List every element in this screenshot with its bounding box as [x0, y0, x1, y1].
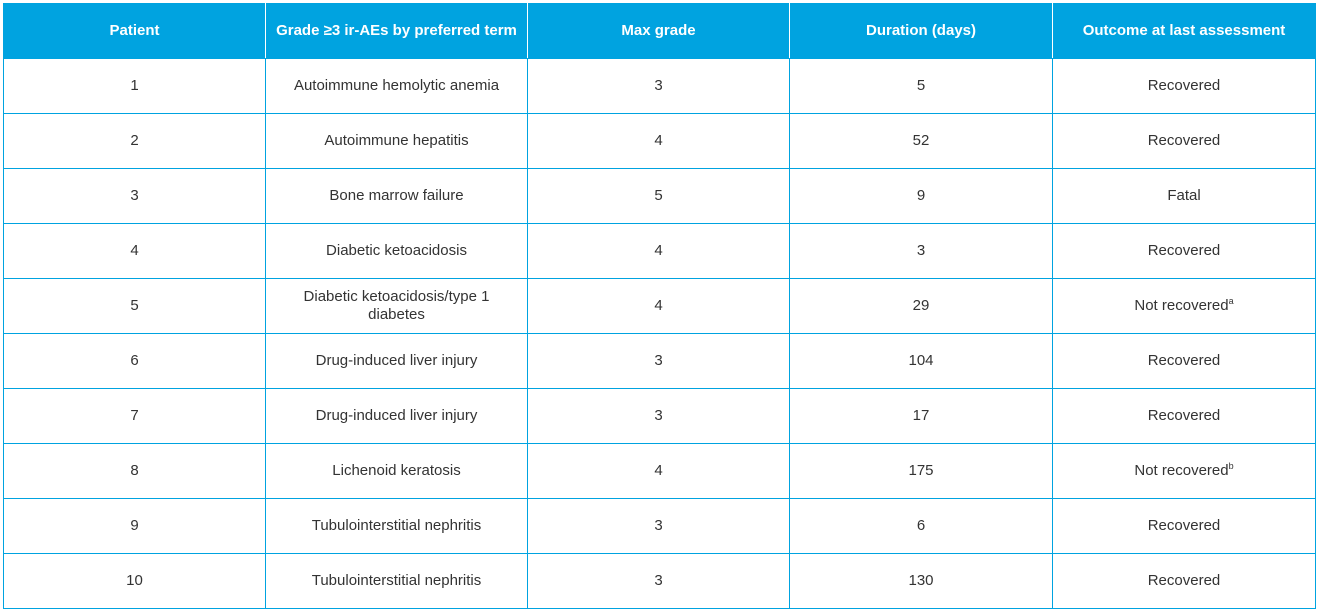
- table-row: 5 Diabetic ketoacidosis/type 1 diabetes 4 2…: [3, 278, 1316, 334]
- cell-patient: 9: [3, 498, 266, 554]
- cell-patient: 2: [3, 113, 266, 169]
- cell-outcome: Recovered: [1052, 58, 1316, 114]
- cell-outcome: Recovered: [1052, 498, 1316, 554]
- footnote-marker: b: [1228, 461, 1234, 471]
- cell-max-grade: 4: [527, 443, 790, 499]
- cell-duration: 104: [789, 333, 1053, 389]
- table-row: 1 Autoimmune hemolytic anemia 3 5 Recovered: [3, 58, 1316, 114]
- cell-max-grade: 4: [527, 223, 790, 279]
- cell-preferred-term: Diabetic ketoacidosis: [265, 223, 528, 279]
- cell-outcome: Recovered: [1052, 113, 1316, 169]
- cell-outcome: Recovered: [1052, 388, 1316, 444]
- cell-max-grade: 3: [527, 388, 790, 444]
- header-max-grade: Max grade: [527, 3, 790, 59]
- adverse-events-table-container: Patient Grade ≥3 ir-AEs by preferred ter…: [3, 3, 1316, 609]
- table-row: 7 Drug-induced liver injury 3 17 Recovered: [3, 388, 1316, 444]
- table-row: 9 Tubulointerstitial nephritis 3 6 Recovered: [3, 498, 1316, 554]
- adverse-events-table: Patient Grade ≥3 ir-AEs by preferred ter…: [3, 3, 1316, 609]
- cell-duration: 175: [789, 443, 1053, 499]
- cell-duration: 130: [789, 553, 1053, 609]
- outcome-text: Not recovered: [1134, 462, 1229, 479]
- cell-patient: 5: [3, 278, 266, 334]
- cell-outcome: Recovered: [1052, 553, 1316, 609]
- outcome-text: Not recovered: [1134, 297, 1229, 314]
- cell-duration: 6: [789, 498, 1053, 554]
- cell-preferred-term: Bone marrow failure: [265, 168, 528, 224]
- outcome-text: Recovered: [1147, 352, 1221, 369]
- cell-patient: 4: [3, 223, 266, 279]
- cell-duration: 9: [789, 168, 1053, 224]
- cell-patient: 1: [3, 58, 266, 114]
- cell-outcome: Not recoveredb: [1052, 443, 1316, 499]
- cell-outcome: Recovered: [1052, 333, 1316, 389]
- cell-preferred-term: Drug-induced liver injury: [265, 388, 528, 444]
- outcome-text: Recovered: [1147, 572, 1221, 589]
- outcome-text: Recovered: [1147, 132, 1221, 149]
- cell-outcome: Not recovereda: [1052, 278, 1316, 334]
- cell-preferred-term: Tubulointerstitial nephritis: [265, 498, 528, 554]
- outcome-text: Recovered: [1147, 517, 1221, 534]
- cell-patient: 10: [3, 553, 266, 609]
- outcome-text: Fatal: [1167, 187, 1201, 204]
- cell-preferred-term: Autoimmune hemolytic anemia: [265, 58, 528, 114]
- table-row: 3 Bone marrow failure 5 9 Fatal: [3, 168, 1316, 224]
- header-patient: Patient: [3, 3, 266, 59]
- outcome-text: Recovered: [1147, 242, 1221, 259]
- cell-max-grade: 3: [527, 333, 790, 389]
- cell-max-grade: 4: [527, 278, 790, 334]
- cell-patient: 7: [3, 388, 266, 444]
- cell-outcome: Fatal: [1052, 168, 1316, 224]
- cell-patient: 6: [3, 333, 266, 389]
- cell-duration: 3: [789, 223, 1053, 279]
- cell-max-grade: 3: [527, 58, 790, 114]
- table-row: 6 Drug-induced liver injury 3 104 Recovered: [3, 333, 1316, 389]
- footnote-marker: a: [1228, 296, 1234, 306]
- outcome-text: Recovered: [1147, 77, 1221, 94]
- cell-outcome: Recovered: [1052, 223, 1316, 279]
- table-row: 10 Tubulointerstitial nephritis 3 130 Recove…: [3, 553, 1316, 609]
- cell-duration: 52: [789, 113, 1053, 169]
- cell-duration: 17: [789, 388, 1053, 444]
- cell-preferred-term: Diabetic ketoacidosis/type 1 diabetes: [265, 278, 528, 334]
- header-row: Patient Grade ≥3 ir-AEs by preferred ter…: [3, 3, 1316, 59]
- cell-preferred-term: Autoimmune hepatitis: [265, 113, 528, 169]
- table-row: 8 Lichenoid keratosis 4 175 Not recoveredb: [3, 443, 1316, 499]
- cell-duration: 5: [789, 58, 1053, 114]
- cell-max-grade: 3: [527, 498, 790, 554]
- table-row: 4 Diabetic ketoacidosis 4 3 Recovered: [3, 223, 1316, 279]
- header-preferred-term: Grade ≥3 ir-AEs by preferred term: [265, 3, 528, 59]
- cell-patient: 8: [3, 443, 266, 499]
- table-row: 2 Autoimmune hepatitis 4 52 Recovered: [3, 113, 1316, 169]
- table-header: Patient Grade ≥3 ir-AEs by preferred ter…: [3, 3, 1316, 59]
- cell-preferred-term: Tubulointerstitial nephritis: [265, 553, 528, 609]
- header-outcome: Outcome at last assessment: [1052, 3, 1316, 59]
- cell-duration: 29: [789, 278, 1053, 334]
- cell-max-grade: 5: [527, 168, 790, 224]
- cell-preferred-term: Drug-induced liver injury: [265, 333, 528, 389]
- cell-patient: 3: [3, 168, 266, 224]
- cell-preferred-term: Lichenoid keratosis: [265, 443, 528, 499]
- cell-max-grade: 4: [527, 113, 790, 169]
- table-body: 1 Autoimmune hemolytic anemia 3 5 Recovered 2…: [3, 58, 1316, 609]
- header-duration: Duration (days): [789, 3, 1053, 59]
- outcome-text: Recovered: [1147, 407, 1221, 424]
- cell-max-grade: 3: [527, 553, 790, 609]
